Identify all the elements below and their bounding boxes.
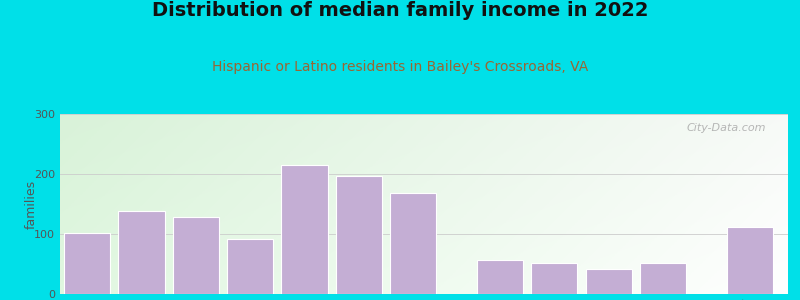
Text: Distribution of median family income in 2022: Distribution of median family income in … — [152, 2, 648, 20]
Bar — [390, 193, 436, 294]
Bar — [727, 227, 773, 294]
Bar — [64, 233, 110, 294]
Bar — [640, 263, 686, 294]
Bar — [173, 217, 219, 294]
Bar — [586, 269, 632, 294]
Bar — [282, 165, 327, 294]
Bar — [336, 176, 382, 294]
Bar — [531, 263, 578, 294]
Bar — [227, 239, 274, 294]
Bar — [477, 260, 523, 294]
Y-axis label: families: families — [25, 179, 38, 229]
Text: Hispanic or Latino residents in Bailey's Crossroads, VA: Hispanic or Latino residents in Bailey's… — [212, 60, 588, 74]
Text: City-Data.com: City-Data.com — [686, 123, 766, 133]
Bar — [118, 211, 165, 294]
